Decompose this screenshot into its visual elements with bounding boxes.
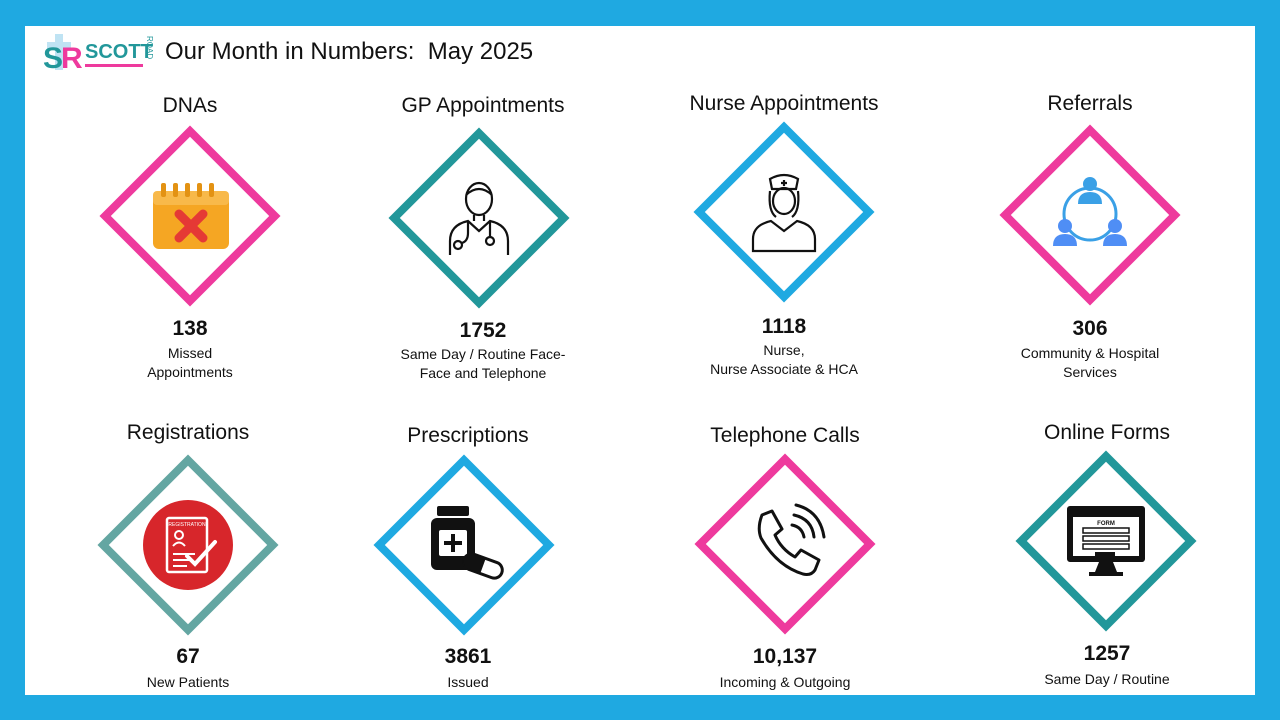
phone-call-icon [740,499,830,589]
slide: S R SCOTT ROAD Our Month in Numbers: May… [25,26,1255,695]
tile-desc-line-2: Services [1063,364,1117,380]
tile-desc-line-1: Same Day / Routine Face- [400,346,566,362]
tile-telephone-calls: Telephone Calls 10,137 Incoming & Outgoi… [640,422,930,695]
tile-desc-line-1: Issued [447,674,489,690]
doctor-icon [434,173,524,263]
tile-dnas: DNAs 138 Missed Appointments [45,92,335,392]
svg-text:S: S [43,42,63,74]
tile-desc-line-2: Face and Telephone [419,365,547,381]
tile-value: 306 [1072,317,1108,340]
tile-desc-line-1: Missed [167,345,213,361]
tile-desc-line-1: Nurse, [763,342,805,358]
referral-network-icon [1045,170,1135,260]
tile-desc-line-2: Nurse Associate & HCA [710,361,858,377]
tile-nurse-appointments: Nurse Appointments 1118 Nurse, Nurse Ass… [639,90,929,390]
svg-text:SCOTT: SCOTT [85,41,153,63]
tile-registrations: Registrations REGISTRATION 67 New Patien… [43,419,333,695]
tile-title: Telephone Calls [710,424,860,447]
practice-logo: S R SCOTT ROAD [41,30,157,75]
tile-desc-line-1: Community & Hospital [1020,345,1160,361]
tile-value: 3861 [444,645,492,668]
svg-text:ROAD: ROAD [145,36,154,59]
tile-value: 1118 [761,315,807,338]
registration-form-icon: REGISTRATION [143,500,233,590]
tile-online-forms: Online Forms FORM 1257 Same Day / Routin… [962,419,1252,695]
tile-referrals: Referrals 306 Community & Hospital Servi… [945,90,1235,390]
online-form-icon: FORM [1061,496,1151,586]
tile-desc-line-1: New Patients [146,674,230,690]
page-title: Our Month in Numbers: May 2025 [165,38,534,65]
medicine-bottle-icon [419,500,509,590]
tile-value: 10,137 [752,645,818,668]
nurse-icon [739,167,829,257]
svg-text:REGISTRATION: REGISTRATION [168,522,206,528]
svg-text:FORM: FORM [1097,521,1115,527]
tile-value: 1752 [459,319,507,342]
tile-gp-appointments: GP Appointments 1752 Same Day / Routine … [338,92,628,392]
tile-title: DNAs [162,94,218,117]
tile-title: Online Forms [1043,421,1171,444]
svg-text:R: R [61,42,83,74]
tile-value: 67 [176,645,200,668]
tile-value: 138 [172,317,208,340]
tile-desc-line-2: Appointments [147,364,233,380]
tile-title: Prescriptions [407,424,529,447]
tile-desc-line-1: Incoming & Outgoing [719,674,851,690]
tile-title: Registrations [126,421,250,444]
tile-title: Referrals [1047,92,1133,115]
tile-title: GP Appointments [401,94,565,117]
calendar-cancel-icon [145,171,235,261]
tile-title: Nurse Appointments [689,92,879,115]
tile-desc-line-1: Same Day / Routine [1044,671,1170,687]
tile-value: 1257 [1083,642,1131,665]
tile-prescriptions: Prescriptions 3861 Issued [323,422,613,695]
